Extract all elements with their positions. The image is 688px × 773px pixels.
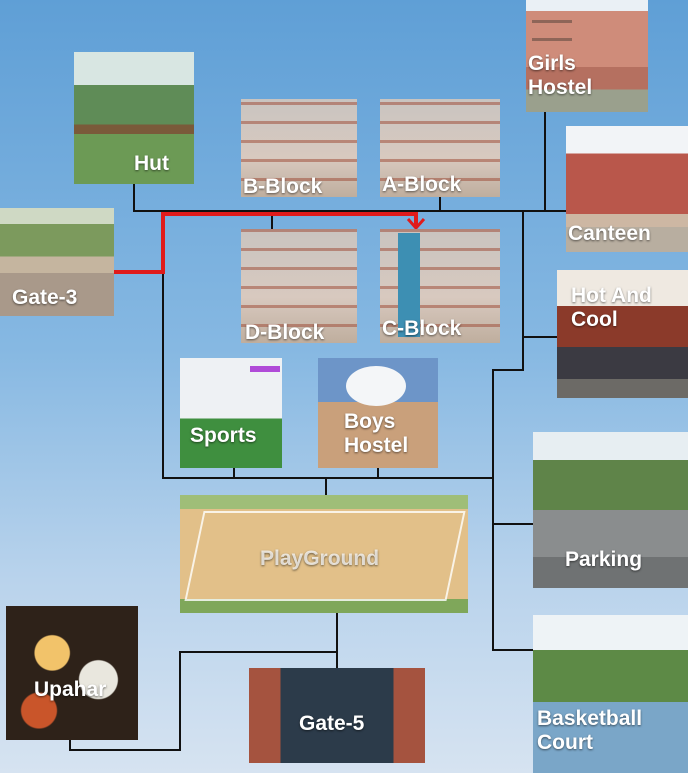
- path-hut: [133, 184, 163, 212]
- sports-tile[interactable]: Sports: [180, 358, 282, 468]
- hot-and-cool-label: Hot And Cool: [571, 284, 652, 331]
- path-right-vertical: [492, 211, 533, 651]
- sports-label: Sports: [190, 424, 257, 447]
- gate-3-tile[interactable]: Gate-3: [0, 208, 114, 316]
- basketball-court-label: Basketball Court: [537, 707, 643, 754]
- parking-tile[interactable]: Parking: [533, 432, 688, 588]
- girls-hostel-label: Girls Hostel: [528, 52, 593, 99]
- canteen-label: Canteen: [568, 222, 651, 245]
- d-block-label: D-Block: [245, 321, 325, 343]
- upahar-tile[interactable]: Upahar: [6, 606, 138, 740]
- route-gate3-to-cblock: [114, 212, 418, 274]
- parking-label: Parking: [565, 548, 643, 571]
- gate-3-label: Gate-3: [12, 286, 78, 309]
- hut-label: Hut: [134, 152, 169, 175]
- hot-and-cool-tile[interactable]: Hot And Cool: [557, 270, 688, 398]
- hut-tile[interactable]: Hut: [74, 52, 194, 184]
- playground-tile[interactable]: PlayGround: [180, 495, 468, 613]
- a-block-tile[interactable]: A-Block: [380, 99, 500, 197]
- boys-hostel-tile[interactable]: Boys Hostel: [318, 358, 438, 468]
- route-arrowhead: [406, 218, 426, 231]
- path-left-vertical: [162, 211, 493, 479]
- path-playground-down: [69, 613, 338, 751]
- c-block-tile[interactable]: C-Block: [380, 229, 500, 343]
- c-block-label: C-Block: [382, 317, 462, 340]
- gate-5-tile[interactable]: Gate-5: [249, 668, 425, 763]
- gate-5-label: Gate-5: [299, 712, 365, 735]
- playground-label: PlayGround: [260, 547, 380, 570]
- b-block-tile[interactable]: B-Block: [241, 99, 357, 197]
- upahar-label: Upahar: [34, 678, 107, 701]
- basketball-court-tile[interactable]: Basketball Court: [533, 615, 688, 773]
- d-block-tile[interactable]: D-Block: [241, 229, 357, 343]
- boys-hostel-label: Boys Hostel: [344, 410, 409, 457]
- b-block-label: B-Block: [243, 175, 323, 197]
- canteen-tile[interactable]: Canteen: [566, 126, 688, 252]
- a-block-label: A-Block: [382, 173, 462, 196]
- girls-hostel-tile[interactable]: Girls Hostel: [526, 0, 648, 112]
